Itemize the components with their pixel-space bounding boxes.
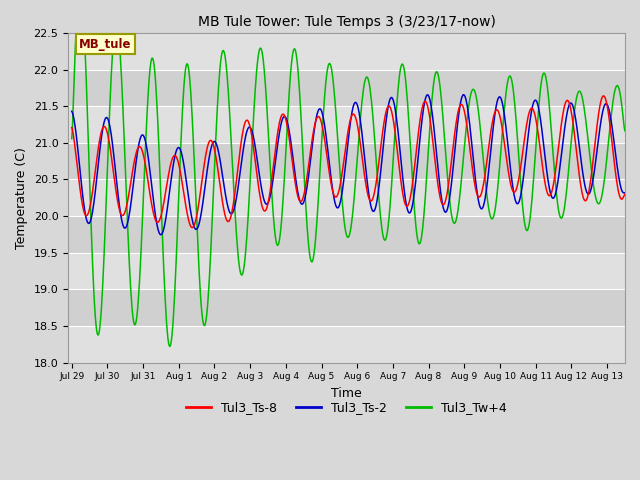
Y-axis label: Temperature (C): Temperature (C) <box>15 147 28 249</box>
X-axis label: Time: Time <box>331 387 362 400</box>
Bar <box>68 106 625 143</box>
Bar <box>68 180 625 216</box>
Bar <box>68 289 625 326</box>
Bar <box>68 143 625 180</box>
Bar <box>68 253 625 289</box>
Text: MB_tule: MB_tule <box>79 38 132 51</box>
Bar <box>68 216 625 253</box>
Title: MB Tule Tower: Tule Temps 3 (3/23/17-now): MB Tule Tower: Tule Temps 3 (3/23/17-now… <box>198 15 495 29</box>
Legend: Tul3_Ts-8, Tul3_Ts-2, Tul3_Tw+4: Tul3_Ts-8, Tul3_Ts-2, Tul3_Tw+4 <box>182 396 511 419</box>
Bar <box>68 326 625 362</box>
Bar <box>68 33 625 70</box>
Bar <box>68 70 625 106</box>
